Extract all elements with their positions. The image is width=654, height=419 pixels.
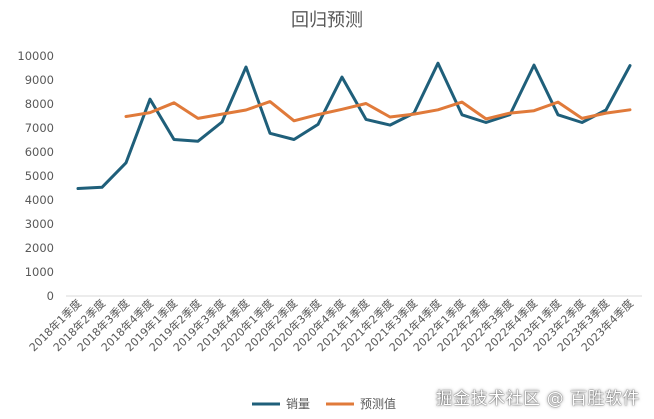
y-tick-label: 0 — [47, 289, 54, 303]
y-tick-label: 5000 — [25, 169, 54, 183]
y-tick-label: 2000 — [25, 241, 54, 255]
y-tick-label: 9000 — [25, 73, 54, 87]
y-tick-label: 8000 — [25, 97, 54, 111]
series-line-forecast — [124, 100, 632, 123]
legend-label: 销量 — [286, 397, 310, 411]
y-tick-label: 6000 — [25, 145, 54, 159]
series-line-sales — [76, 61, 632, 190]
y-axis-labels: 0 1000 2000 3000 4000 5000 6000 7000 8000 9000 100… — [17, 49, 54, 303]
x-axis-labels: 2018年1季度2018年2季度2018年3季度2018年4季度2019年1季度… — [26, 296, 636, 354]
legend-label: 预测值 — [360, 396, 396, 411]
chart-title: 回归预测 — [291, 10, 363, 31]
watermark-text: 掘金技术社区 @ 百胜软件 — [435, 389, 640, 409]
y-tick-label: 7000 — [25, 121, 54, 135]
y-tick-label: 3000 — [25, 217, 54, 231]
legend: 销量 预测值 — [252, 396, 396, 411]
y-tick-label: 10000 — [17, 49, 54, 63]
y-tick-label: 4000 — [25, 193, 54, 207]
y-tick-label: 1000 — [25, 265, 54, 279]
series-lines — [76, 61, 632, 190]
